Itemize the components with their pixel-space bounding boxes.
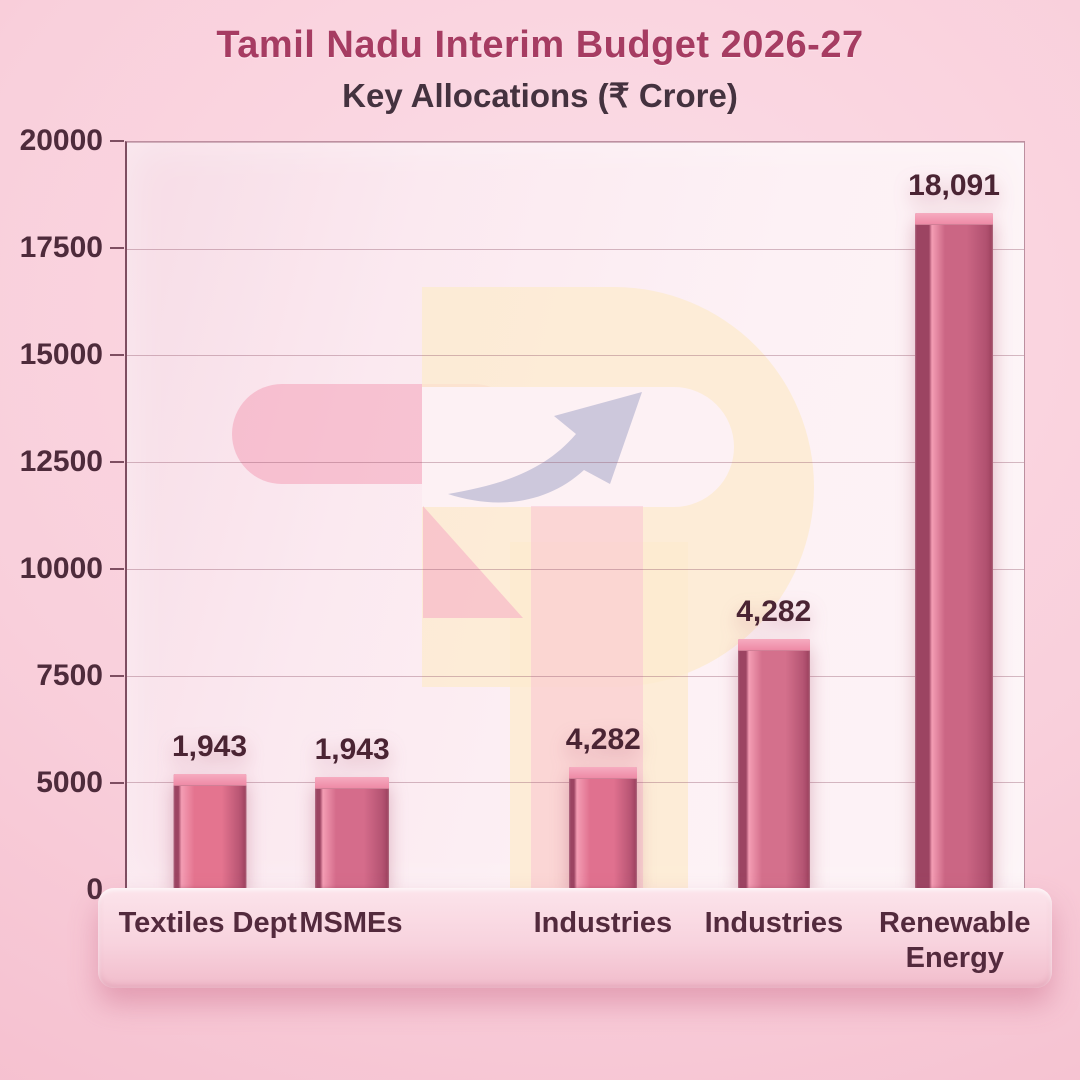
y-tick-label: 7500 (36, 659, 103, 692)
bar-top-face (569, 766, 638, 779)
y-tick-label: 10000 (19, 552, 103, 585)
bar-top-face (173, 773, 247, 786)
chart-subtitle: Key Allocations (₹ Crore) (342, 77, 738, 114)
bar-industries: 4,282 (736, 595, 811, 889)
bar-value-label: 4,282 (736, 594, 812, 628)
gridline (127, 462, 1024, 464)
category-label-textiles-dept: Textiles Dept (118, 907, 297, 939)
y-tick-mark (110, 247, 124, 249)
bar-value-label: 1,943 (171, 729, 248, 763)
gridline (127, 142, 1024, 143)
y-tick-mark (110, 675, 124, 677)
y-axis: 20000 17500 15000 12500 10000 7500 5000 0 (0, 124, 125, 906)
y-tick-mark (110, 568, 124, 570)
y-tick-mark (110, 140, 124, 142)
gridline (127, 248, 1024, 250)
category-label-msmes: MSMEs (299, 907, 403, 939)
bar-renewable-energy: 18,091 (908, 169, 1000, 889)
y-tick-mark (110, 782, 124, 784)
y-tick-mark (110, 354, 124, 356)
category-label-industries: Industries (704, 907, 844, 939)
chart-title: Tamil Nadu Interim Budget 2026-27 (216, 24, 864, 66)
bar-msmes: 1,943 (315, 733, 390, 889)
bar-top-face (315, 776, 390, 789)
y-tick-mark (110, 461, 124, 463)
category-label-industries: Industries (533, 907, 673, 939)
bar-top-face (915, 212, 994, 225)
x-axis-platform: Textiles Dept MSMEs Industries Industries Re… (98, 888, 1052, 988)
y-tick-label: 5000 (36, 766, 103, 799)
bar-textiles-dept: 1,943 (172, 730, 247, 889)
y-tick-label: 20000 (19, 124, 103, 157)
gridline (127, 355, 1024, 357)
category-label-renewable-energy: Renewable Energy (879, 907, 1031, 974)
gridline (127, 675, 1024, 677)
bars-layer: 1,943 1,943 4,282 4,282 18,091 (127, 142, 1024, 889)
y-tick-label: 17500 (19, 231, 103, 264)
plot-area: 1,943 1,943 4,282 4,282 18,091 (125, 141, 1025, 890)
bar-value-label: 18,091 (908, 168, 1000, 202)
bar-top-face (737, 638, 810, 651)
bar-value-label: 1,943 (314, 732, 390, 766)
bar-value-label: 4,282 (565, 722, 641, 756)
gridline (127, 568, 1024, 570)
bar-industries: 4,282 (566, 723, 641, 889)
growth-arrow-icon (448, 392, 642, 503)
y-tick-label: 12500 (19, 445, 103, 478)
y-tick-label: 15000 (19, 338, 103, 371)
